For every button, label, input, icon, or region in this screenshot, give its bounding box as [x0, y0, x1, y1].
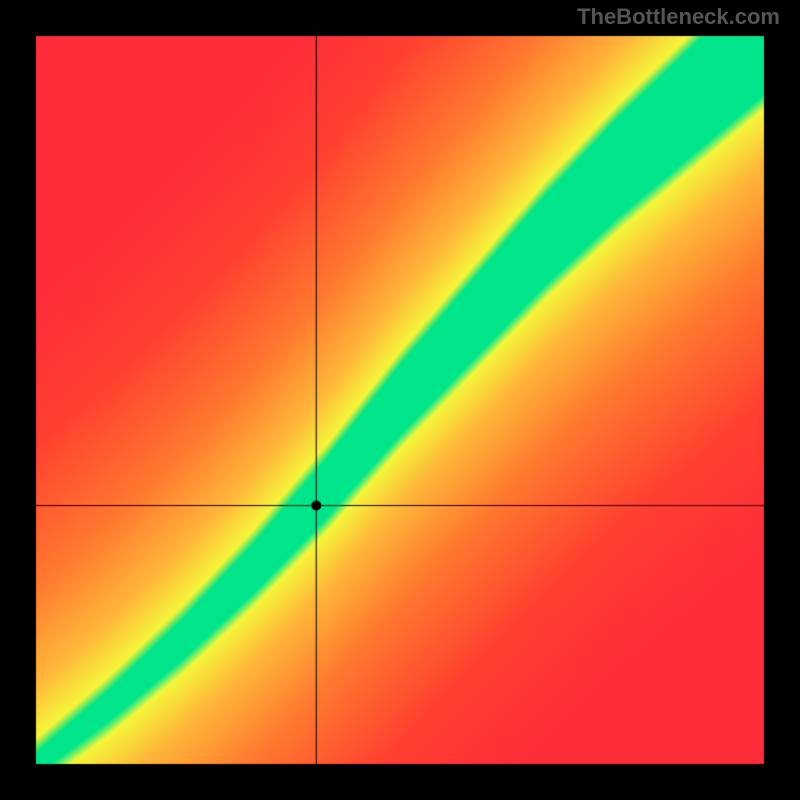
chart-container: TheBottleneck.com	[0, 0, 800, 800]
watermark-text: TheBottleneck.com	[577, 4, 780, 30]
bottleneck-heatmap	[0, 0, 800, 800]
